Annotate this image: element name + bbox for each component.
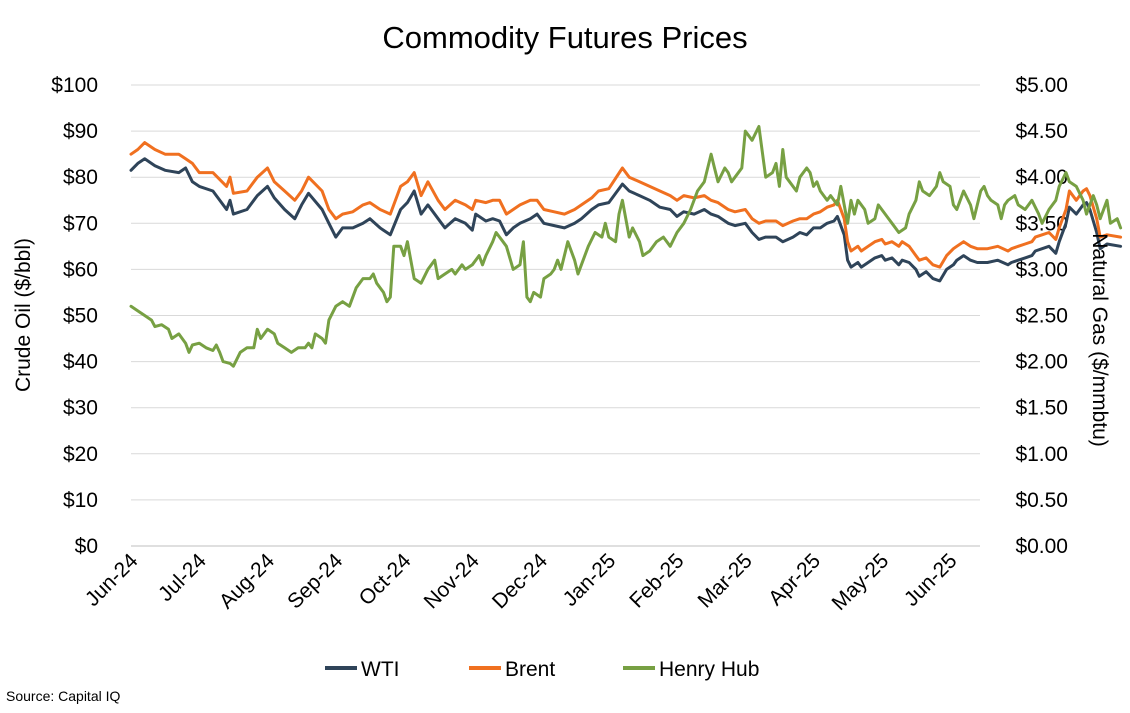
left-tick-label: $40 [63, 351, 98, 374]
x-tick-label: Jan-25 [559, 549, 621, 611]
right-tick-label: $5.00 [1015, 74, 1068, 97]
right-tick-label: $4.50 [1015, 120, 1068, 143]
legend-label: WTI [361, 658, 399, 681]
source-note: Source: Capital IQ [6, 688, 121, 704]
x-tick-label: Oct-24 [355, 549, 416, 610]
x-tick-label: Sep-24 [283, 549, 347, 613]
right-tick-label: $1.50 [1015, 397, 1068, 420]
left-tick-label: $0 [75, 535, 98, 558]
x-tick-label: Jun-25 [900, 549, 962, 611]
left-tick-label: $20 [63, 443, 98, 466]
legend-label: Henry Hub [659, 658, 759, 681]
series-lines [129, 125, 1123, 368]
right-tick-label: $2.50 [1015, 305, 1068, 328]
right-tick-label: $2.00 [1015, 351, 1068, 374]
right-axis-title: Natural Gas ($/mmbtu) [1088, 233, 1111, 447]
legend: WTI Brent Henry Hub [325, 658, 759, 681]
right-tick-label: $3.00 [1015, 258, 1068, 281]
right-tick-label: $0.50 [1015, 489, 1068, 512]
gridlines [131, 84, 980, 501]
left-tick-label: $30 [63, 397, 98, 420]
series-line-wti [129, 157, 1123, 283]
x-tick-label: Dec-24 [488, 549, 552, 613]
x-tick-label: Jul-24 [154, 549, 211, 606]
left-tick-label: $60 [63, 258, 98, 281]
x-tick-label: Jun-24 [81, 549, 143, 611]
left-tick-label: $100 [51, 74, 98, 97]
x-tick-label: May-25 [828, 549, 894, 615]
series-line-henry-hub [129, 125, 1123, 368]
left-tick-label: $70 [63, 212, 98, 235]
left-tick-label: $10 [63, 489, 98, 512]
right-tick-label: $0.00 [1015, 535, 1068, 558]
x-tick-label: Aug-24 [215, 549, 279, 613]
x-tick-label: Nov-24 [420, 549, 484, 613]
left-tick-label: $50 [63, 305, 98, 328]
left-tick-label: $90 [63, 120, 98, 143]
left-tick-label: $80 [63, 166, 98, 189]
left-axis-title: Crude Oil ($/bbl) [12, 238, 35, 392]
right-tick-label: $1.00 [1015, 443, 1068, 466]
chart-title: Commodity Futures Prices [382, 20, 747, 55]
x-tick-label: Mar-25 [693, 549, 756, 612]
x-tick-label: Feb-25 [625, 549, 688, 612]
right-tick-label: $4.00 [1015, 166, 1068, 189]
x-tick-label: Apr-25 [764, 549, 825, 610]
legend-label: Brent [505, 658, 555, 681]
